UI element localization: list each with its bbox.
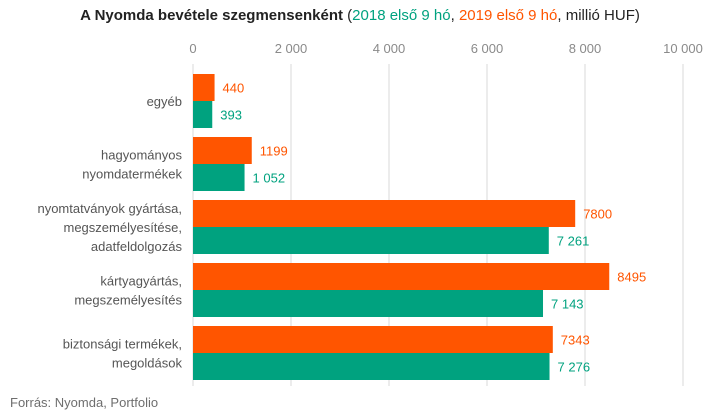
data-label-2019: 440 [223, 81, 245, 96]
category-label-line: megszemélyesítés [74, 293, 182, 308]
category-label: nyomtatványok gyártása, megszemélyesítése… [37, 201, 182, 254]
title-sep-1: , [450, 7, 459, 24]
title-series-2019: 2019 első 9 hó [458, 7, 558, 24]
data-label-2019: 8495 [617, 270, 646, 285]
title-sep-2: , [557, 7, 566, 24]
category-label-line: biztonsági termékek, [63, 337, 182, 352]
x-tick-label: 4 000 [373, 41, 406, 56]
bar-2018-1 [193, 164, 245, 191]
data-label-2018: 7 276 [558, 360, 591, 375]
category-label-line: kártyagyártás, [100, 274, 182, 289]
data-label-2018: 7 261 [557, 234, 590, 249]
data-label-2019: 7343 [561, 333, 590, 348]
bar-2018-0 [193, 101, 213, 128]
category-label: kártyagyártás, megszemélyesítés [74, 274, 182, 308]
data-label-2019: 1199 [260, 144, 288, 159]
category-label: biztonsági termékek, megoldások [63, 337, 183, 371]
chart-title: A Nyomda bevétele szegmensenként (2018 e… [0, 7, 720, 24]
x-tick-label: 6 000 [471, 41, 504, 56]
x-tick-label: 10 000 [663, 41, 703, 56]
category-label-line: egyéb [147, 94, 182, 109]
bar-2018-3 [193, 290, 544, 317]
category-label-line: hagyományos [101, 148, 182, 163]
bar-2019-0 [193, 74, 215, 101]
category-label-line: adatfeldolgozás [91, 239, 183, 254]
category-label: egyéb [147, 94, 182, 109]
title-close: ) [634, 7, 640, 24]
data-label-2019: 7800 [583, 207, 612, 222]
title-open: ( [347, 7, 353, 24]
bar-2019-3 [193, 263, 610, 290]
x-tick-label: 0 [189, 41, 196, 56]
category-label: hagyományos nyomdatermékek [82, 148, 182, 182]
bar-2019-4 [193, 326, 553, 353]
title-unit: millió HUF [565, 7, 635, 24]
category-label-line: nyomtatványok gyártása, [37, 201, 182, 216]
x-tick-label: 2 000 [275, 41, 308, 56]
category-label-line: nyomdatermékek [82, 167, 182, 182]
source-note: Forrás: Nyomda, Portfolio [10, 395, 159, 410]
x-tick-label: 8 000 [569, 41, 602, 56]
category-label-line: megszemélyesítése, [64, 220, 183, 235]
bar-2018-4 [193, 353, 550, 380]
data-label-2018: 1 052 [253, 171, 286, 186]
title-series-2018: 2018 első 9 hó [352, 7, 451, 24]
category-label-line: megoldások [112, 356, 183, 371]
bar-2018-2 [193, 227, 549, 254]
data-label-2018: 7 143 [551, 297, 584, 312]
bar-2019-1 [193, 137, 252, 164]
bar-2019-2 [193, 200, 576, 227]
data-label-2018: 393 [220, 108, 242, 123]
title-main: A Nyomda bevétele szegmensenként [80, 7, 343, 24]
